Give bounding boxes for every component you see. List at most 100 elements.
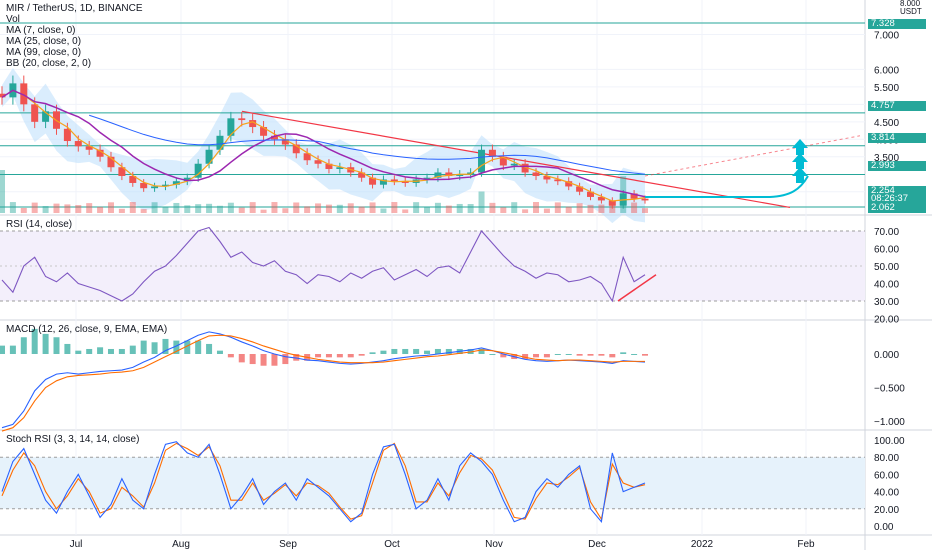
stoch-tick-label: 80.00 xyxy=(874,453,899,464)
volume-bar xyxy=(369,202,376,213)
macd-histogram-bar xyxy=(162,338,169,354)
macd-line xyxy=(1,331,646,429)
volume-bar xyxy=(227,202,234,213)
candle-body xyxy=(85,146,93,150)
volume-bar xyxy=(271,202,278,213)
macd-histogram-bar xyxy=(53,337,60,354)
macd-histogram-bar xyxy=(118,348,125,354)
stoch-k-line xyxy=(1,441,646,523)
macd-histogram-bar xyxy=(642,354,648,356)
macd-histogram-bar xyxy=(31,328,38,354)
rsi-tick-label: 60.00 xyxy=(874,245,899,256)
stoch-tick-label: 0.00 xyxy=(874,522,894,533)
macd-histogram-bar xyxy=(598,354,605,356)
macd-histogram-bar xyxy=(216,350,223,354)
candle-body xyxy=(379,179,387,185)
macd-histogram-bar xyxy=(434,348,441,354)
last-price-tag: 2.254 xyxy=(868,186,926,196)
candle-body xyxy=(238,118,246,121)
bb-label: BB (20, close, 2, 0) xyxy=(6,58,92,69)
stoch-band xyxy=(0,457,865,509)
volume-bar xyxy=(162,207,169,213)
ma25-line xyxy=(1,89,646,198)
macd-histogram-bar xyxy=(543,354,550,358)
candle-body xyxy=(434,172,442,178)
level-tag-4757: 4.757 xyxy=(868,101,926,111)
macd-histogram-bar xyxy=(413,348,420,354)
macd-histogram-bar xyxy=(107,348,114,354)
candle-body xyxy=(0,93,6,98)
candle-body xyxy=(292,144,300,154)
macd-histogram-bar xyxy=(522,354,529,360)
volume-bar xyxy=(391,202,398,213)
projection-curve xyxy=(645,175,809,198)
macd-histogram-bar xyxy=(325,354,332,358)
macd-histogram-bar xyxy=(184,340,191,354)
level-tag-2062: 2.062 xyxy=(868,203,926,213)
macd-histogram-bar xyxy=(358,354,365,356)
macd-histogram-bar xyxy=(173,340,180,354)
volume-bar xyxy=(31,202,38,213)
level-tag-2993: 2.993 xyxy=(868,161,926,171)
macd-histogram-bar xyxy=(75,350,82,354)
macd-histogram-bar xyxy=(227,354,234,358)
macd-histogram-bar xyxy=(260,354,267,366)
macd-histogram-bar xyxy=(391,348,398,354)
macd-histogram-bar xyxy=(587,354,594,356)
candle-body xyxy=(260,127,268,136)
volume-bar xyxy=(576,203,583,213)
volume-bar xyxy=(533,202,540,213)
volume-bar xyxy=(75,205,82,213)
volume-bar xyxy=(293,202,300,213)
ma7-line xyxy=(1,89,646,202)
volume-bar xyxy=(413,202,420,213)
macd-histogram-bar xyxy=(195,340,202,354)
trend-line xyxy=(241,110,791,209)
rsi-tick-label: 30.00 xyxy=(874,297,899,308)
volume-bar xyxy=(478,191,485,213)
x-tick-label: Dec xyxy=(588,539,606,550)
volume-bar xyxy=(195,204,202,213)
up-arrow-icon xyxy=(792,167,808,183)
candle-body xyxy=(205,149,213,164)
volume-bar xyxy=(500,207,507,213)
volume-bar xyxy=(631,202,638,213)
macd-histogram-bar xyxy=(380,350,387,354)
volume-bar xyxy=(282,208,289,213)
rsi-tick-label: 70.00 xyxy=(874,227,899,238)
candle-body xyxy=(499,156,507,166)
ma25-label: MA (25, close, 0) xyxy=(6,36,82,47)
volume-bar xyxy=(336,204,343,213)
candle-body xyxy=(118,167,126,176)
main-legend: MIR / TetherUS, 1D, BINANCE Vol MA (7, c… xyxy=(6,3,143,69)
volume-bar xyxy=(543,208,550,213)
symbol-title: MIR / TetherUS, 1D, BINANCE xyxy=(6,3,143,14)
volume-bar xyxy=(456,203,463,213)
volume-bar xyxy=(97,206,104,213)
candle-body xyxy=(216,135,224,150)
candle-body xyxy=(521,163,529,173)
candle-body xyxy=(423,177,431,180)
ma99-line xyxy=(89,114,646,175)
volume-bar xyxy=(424,207,431,213)
volume-bar xyxy=(107,202,114,213)
candle-body xyxy=(74,141,82,147)
candle-body xyxy=(172,181,180,185)
macd-histogram-bar xyxy=(576,354,583,356)
x-tick-label: Oct xyxy=(384,539,400,550)
volume-bar xyxy=(53,203,60,213)
candle-body xyxy=(390,179,398,182)
candle-body xyxy=(20,83,28,105)
macd-histogram-bar xyxy=(140,340,147,354)
volume-bar xyxy=(467,204,474,213)
candle-body xyxy=(445,172,453,176)
macd-histogram-bar xyxy=(249,354,256,365)
volume-bar xyxy=(249,202,256,213)
rsi-title: RSI (14, close) xyxy=(6,219,73,230)
volume-bar xyxy=(489,202,496,213)
macd-histogram-bar xyxy=(445,348,452,354)
stoch-tick-label: 20.00 xyxy=(874,505,899,516)
volume-bar xyxy=(42,206,49,213)
macd-histogram-bar xyxy=(9,345,16,354)
